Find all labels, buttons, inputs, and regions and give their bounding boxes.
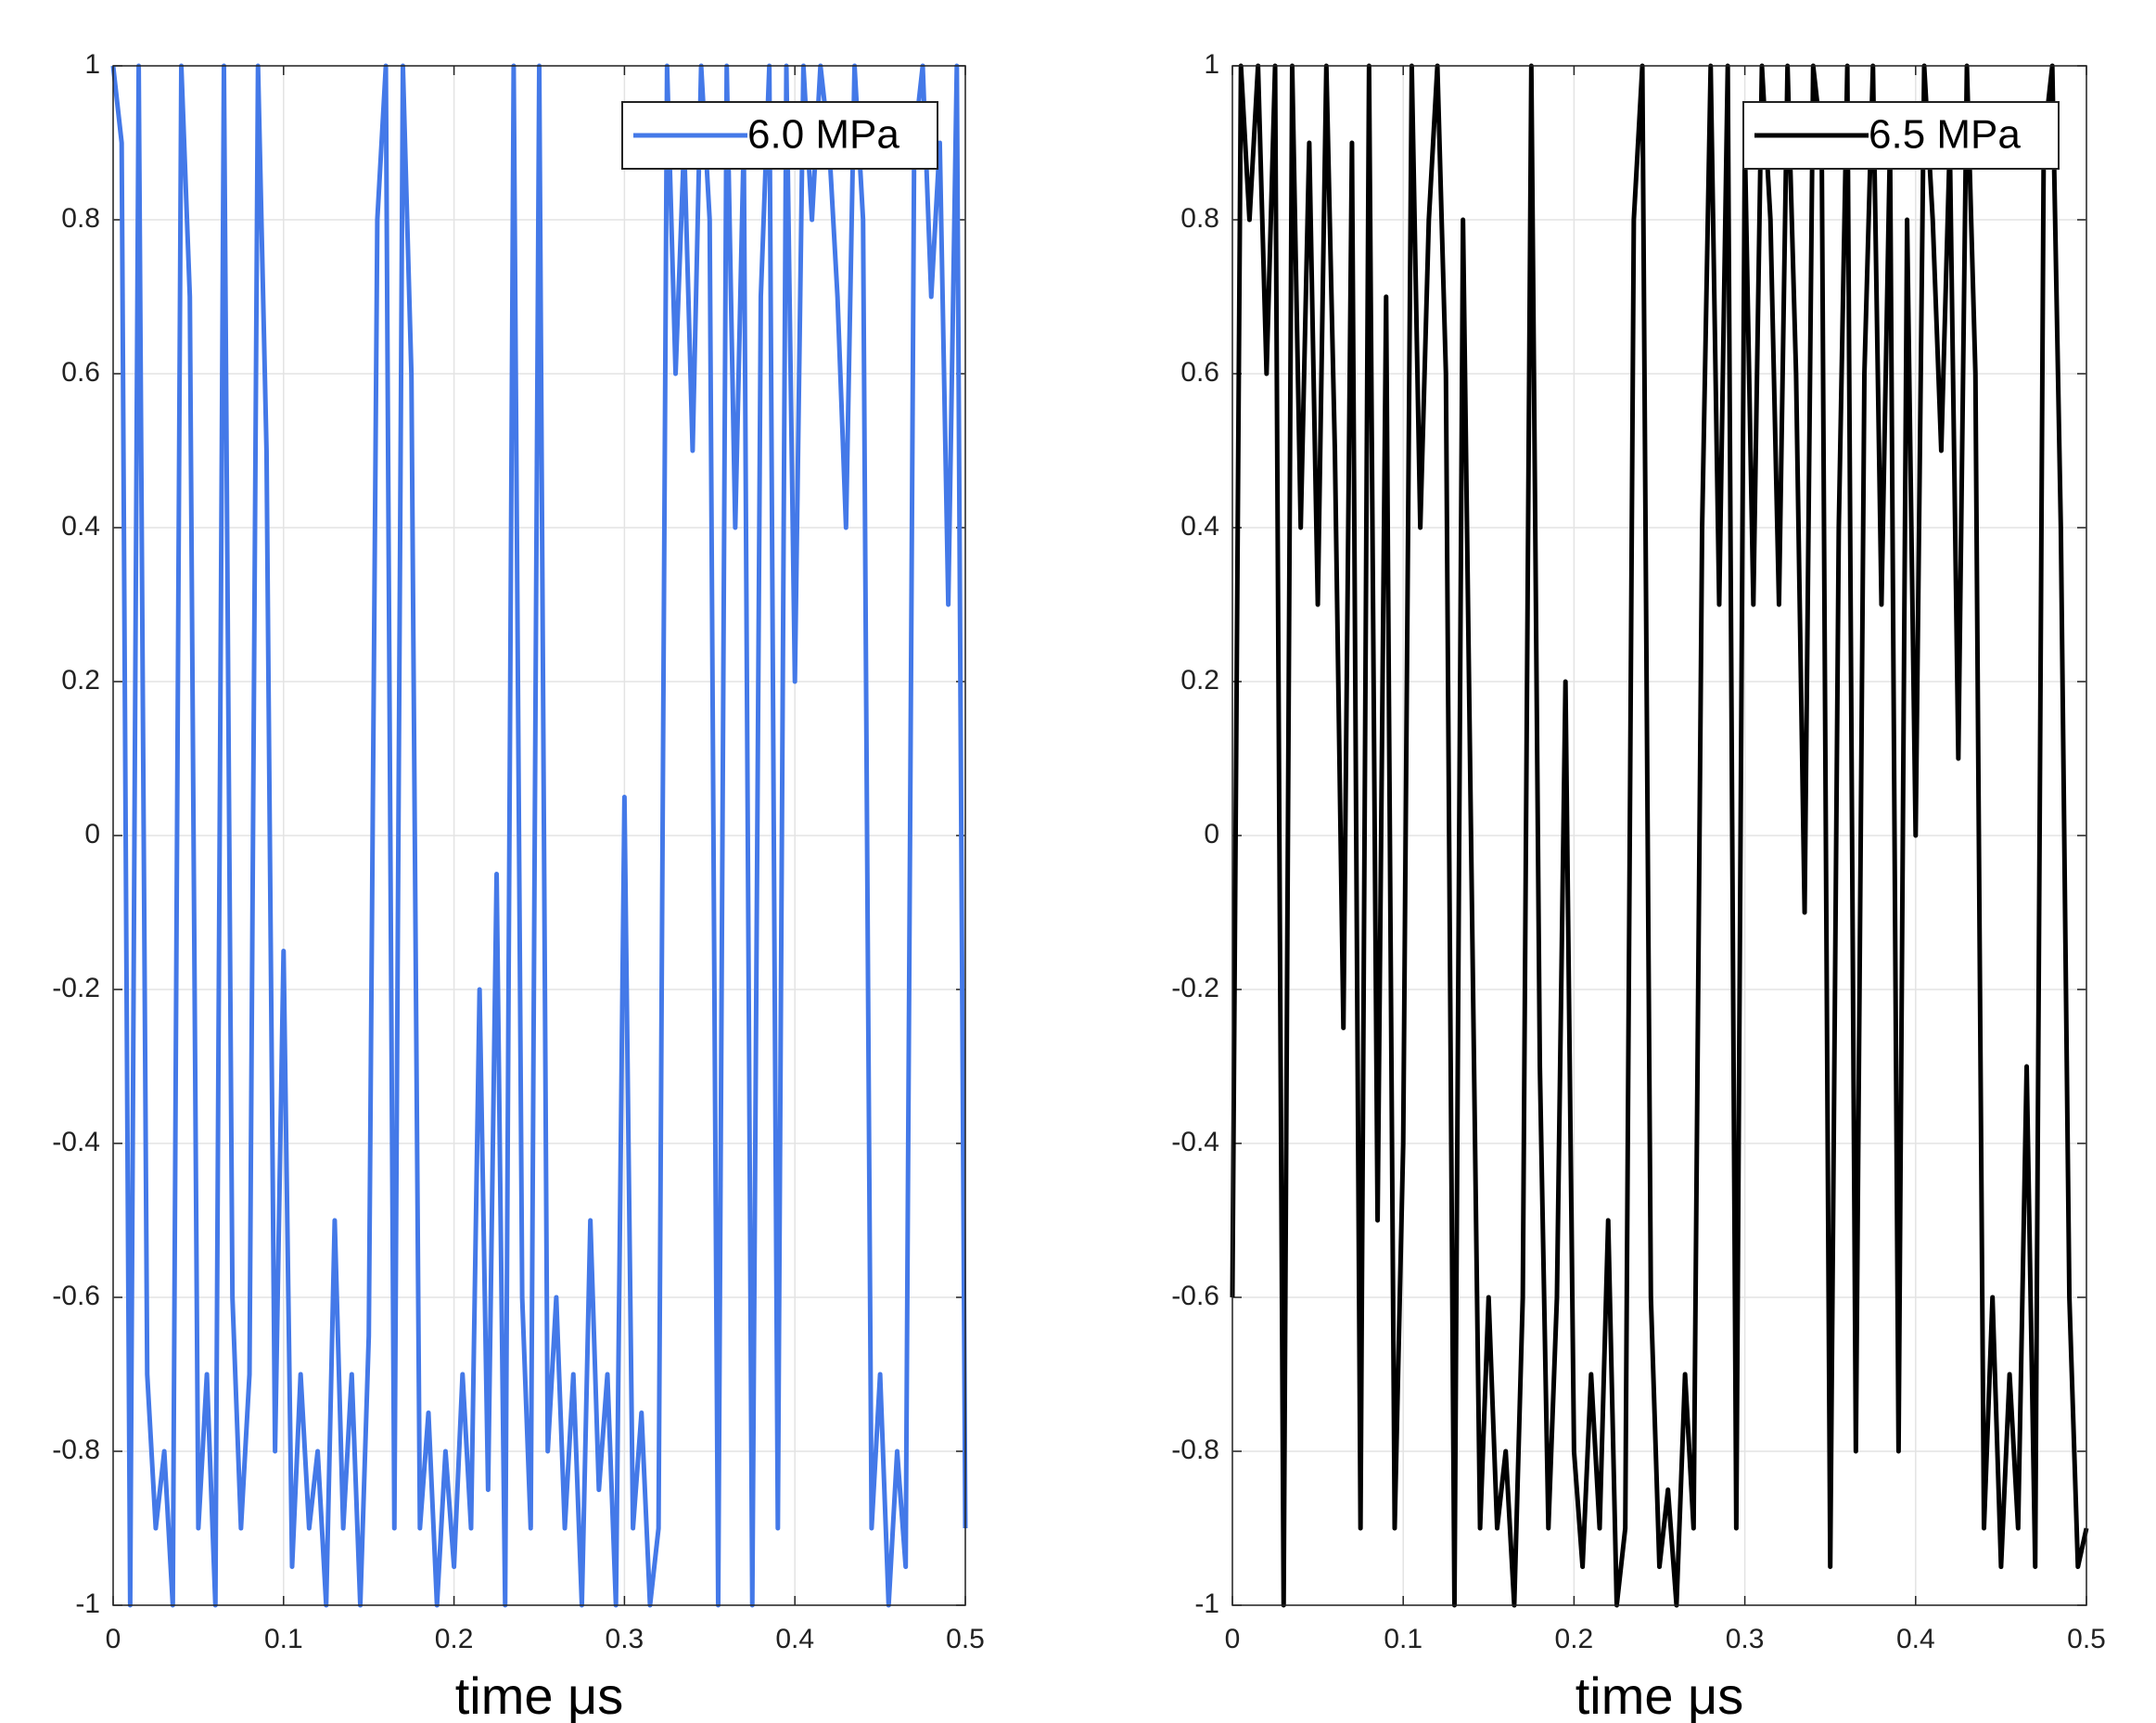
y-tick-label: 0 — [1204, 819, 1219, 849]
axes-frame — [1231, 65, 2087, 1606]
y-tick-label: -0.2 — [1171, 973, 1219, 1003]
y-tick-label: 0.6 — [1180, 357, 1219, 388]
y-tick-label: 0.2 — [1180, 665, 1219, 696]
x-tick-label: 0.4 — [775, 1624, 814, 1654]
y-tick-label: -0.8 — [52, 1435, 100, 1465]
y-tick-label: -1 — [75, 1589, 100, 1619]
y-tick-label: 0.4 — [61, 511, 100, 542]
y-tick-label: 0 — [84, 819, 100, 849]
y-tick-label: 0.8 — [61, 203, 100, 234]
x-axis-label: time μs — [455, 1666, 624, 1723]
legend-label: 6.0 MPa — [747, 112, 899, 158]
y-tick-label: 1 — [1204, 49, 1219, 80]
x-tick-label: 0.5 — [2067, 1624, 2106, 1654]
x-tick-label: 0.3 — [1726, 1624, 1765, 1654]
x-tick-label: 0 — [1225, 1624, 1241, 1654]
data-line — [1230, 63, 2089, 1608]
y-tick-label: -1 — [1194, 1589, 1219, 1619]
axes-frame — [112, 65, 966, 1606]
x-tick-label: 0.1 — [264, 1624, 303, 1654]
y-tick-label: -0.6 — [1171, 1281, 1219, 1311]
y-tick-label: -0.8 — [1171, 1435, 1219, 1465]
y-tick-label: 0.6 — [61, 357, 100, 388]
y-tick-label: -0.6 — [52, 1281, 100, 1311]
y-tick-label: 0.4 — [1180, 511, 1219, 542]
x-tick-label: 0.1 — [1384, 1624, 1422, 1654]
y-tick-label: -0.4 — [52, 1127, 100, 1157]
x-tick-label: 0.3 — [606, 1624, 644, 1654]
legend: 6.5 MPa — [1742, 101, 2060, 170]
x-axis-label: time μs — [1576, 1666, 1744, 1723]
y-tick-label: -0.2 — [52, 973, 100, 1003]
legend-label: 6.5 MPa — [1869, 112, 2021, 158]
x-tick-label: 0.4 — [1896, 1624, 1935, 1654]
y-tick-label: -0.4 — [1171, 1127, 1219, 1157]
y-tick-label: 1 — [84, 49, 100, 80]
y-tick-label: 0.2 — [61, 665, 100, 696]
x-tick-label: 0.2 — [1555, 1624, 1594, 1654]
x-tick-label: 0.5 — [946, 1624, 985, 1654]
x-tick-label: 0 — [106, 1624, 121, 1654]
legend: 6.0 MPa — [621, 101, 938, 170]
axes: -1 -0.8 -0.6 -0.4 -0.2 0 0.2 0.4 0.6 0.8 1 0 0.1 0.2 0… — [1171, 49, 2106, 1723]
axes: -1 -0.8 -0.6 -0.4 -0.2 0 0.2 0.4 0.6 0.8 1 0 0.1 0.2 0… — [52, 49, 985, 1723]
y-tick-label: 0.8 — [1180, 203, 1219, 234]
x-tick-label: 0.2 — [435, 1624, 474, 1654]
